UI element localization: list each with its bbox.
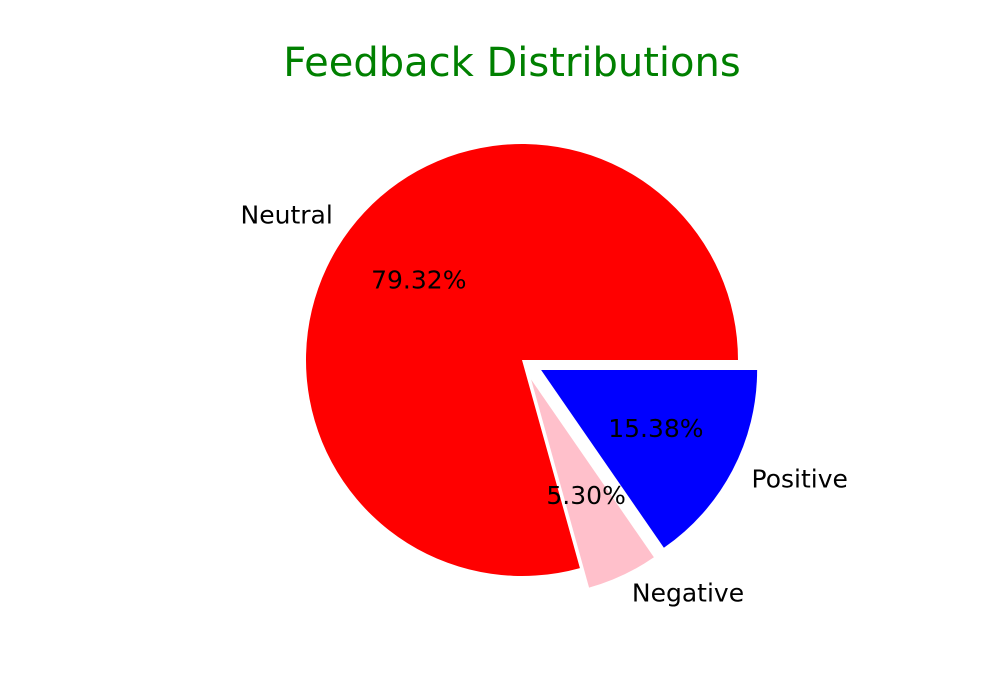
pie-slice-neutral xyxy=(305,143,738,576)
slice-label-neutral: Neutral xyxy=(241,200,333,229)
pie-slice-negative xyxy=(531,379,654,588)
pie-slice-positive xyxy=(541,370,758,548)
slice-percent-neutral: 79.32% xyxy=(371,266,466,295)
slice-label-negative: Negative xyxy=(632,579,744,608)
chart-title: Feedback Distributions xyxy=(283,40,740,86)
slice-percent-positive: 15.38% xyxy=(608,414,703,443)
slice-label-positive: Positive xyxy=(752,464,848,493)
pie-labels: Neutral 79.32% Negative 5.30% Positive 15.38% xyxy=(241,200,848,607)
slice-percent-negative: 5.30% xyxy=(546,481,625,510)
pie-slices xyxy=(305,143,758,588)
